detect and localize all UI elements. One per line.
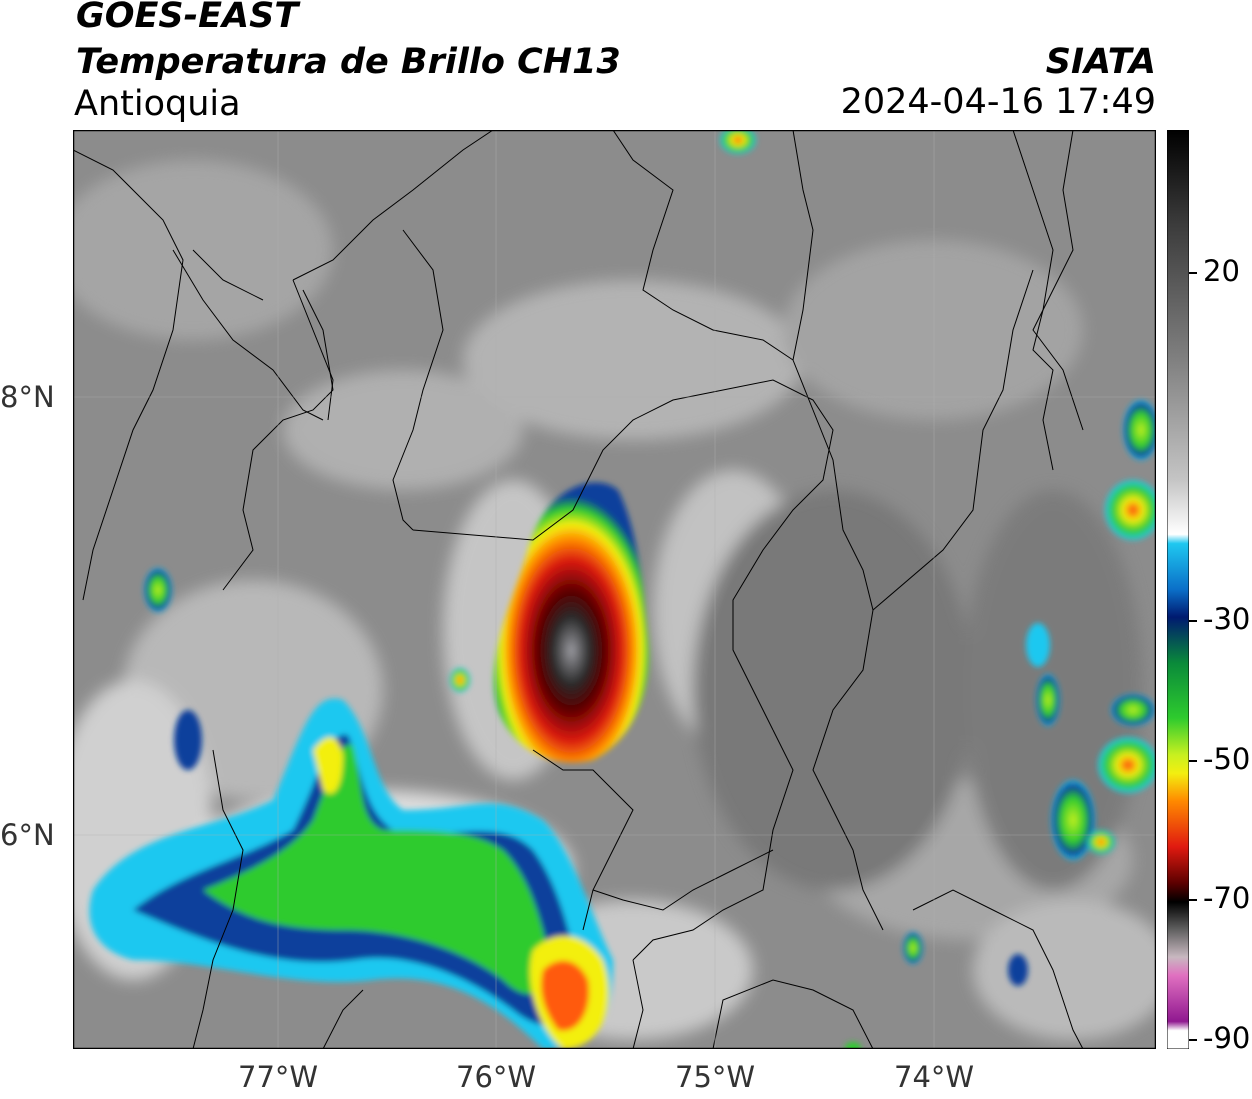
map-boundaries — [73, 130, 1084, 1049]
lat-tick-8n: 8°N — [0, 380, 55, 414]
cb-mark-minus90 — [1189, 1039, 1197, 1041]
product-title: Temperatura de Brillo CH13 — [76, 42, 621, 82]
cb-mark-20 — [1189, 272, 1197, 274]
graticule — [73, 130, 1156, 1049]
lon-tick-77w: 77°W — [238, 1060, 319, 1094]
cb-mark-minus30 — [1189, 620, 1197, 622]
map-frame — [73, 130, 1156, 1049]
cloud-textures — [73, 160, 1156, 1040]
cb-tick-minus90: -90 — [1203, 1021, 1251, 1055]
cb-tick-20: 20 — [1203, 254, 1240, 288]
cb-tick-minus70: -70 — [1203, 881, 1251, 915]
lat-tick-6n: 6°N — [0, 818, 55, 852]
region-label: Antioquia — [74, 84, 241, 124]
small-cells — [144, 130, 1156, 1049]
lon-tick-75w: 75°W — [675, 1060, 756, 1094]
cb-mark-minus50 — [1189, 760, 1197, 762]
datetime-label: 2024-04-16 17:49 — [840, 82, 1156, 122]
cb-mark-minus70 — [1189, 899, 1197, 901]
cb-tick-minus50: -50 — [1203, 742, 1251, 776]
lon-tick-76w: 76°W — [456, 1060, 537, 1094]
convective-band — [89, 698, 614, 1049]
storm-cell — [493, 482, 649, 763]
satellite-title: GOES-EAST — [76, 0, 299, 36]
satellite-map — [73, 130, 1156, 1049]
lon-tick-74w: 74°W — [894, 1060, 975, 1094]
agency-label: SIATA — [1045, 42, 1156, 82]
colorbar — [1167, 130, 1189, 1049]
cb-tick-minus30: -30 — [1203, 602, 1251, 636]
